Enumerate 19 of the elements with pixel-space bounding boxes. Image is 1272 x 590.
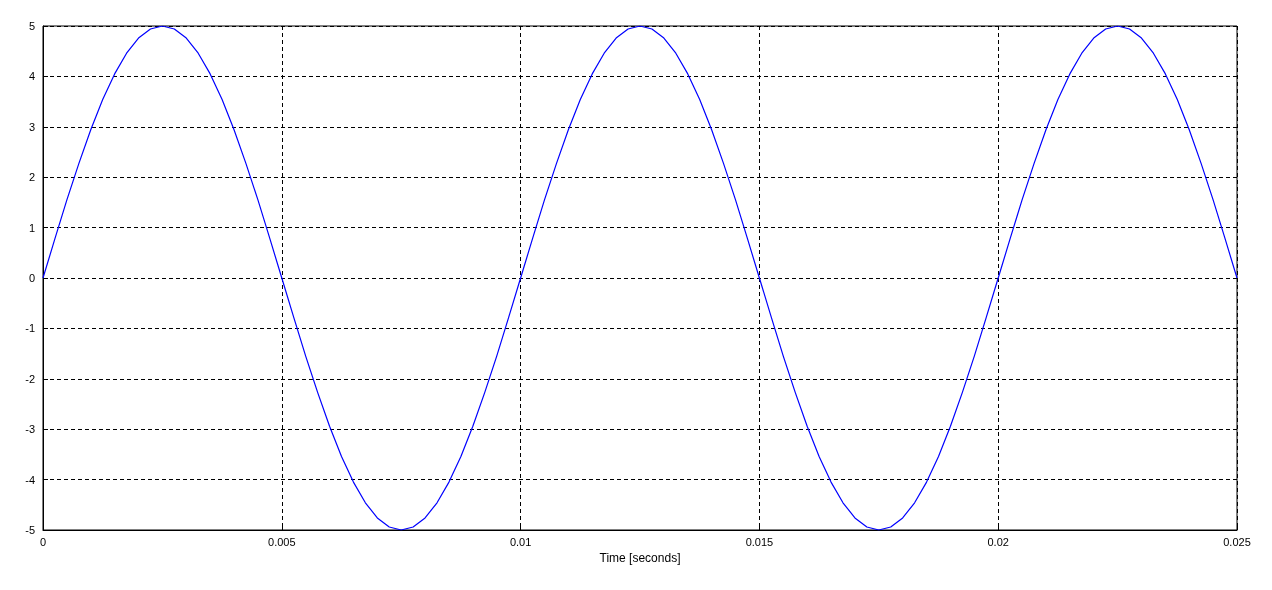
x-tick-label: 0.005 — [268, 535, 296, 548]
x-tick-label: 0.015 — [745, 535, 774, 548]
y-tick-label: -2 — [25, 372, 35, 385]
x-tick-label: 0.02 — [987, 535, 1009, 548]
x-tick-label: 0.01 — [509, 535, 532, 548]
y-tick-label: -4 — [25, 473, 35, 486]
y-tick-label: 4 — [28, 70, 35, 83]
y-tick-label: -3 — [25, 423, 35, 436]
y-tick-label: -1 — [25, 322, 35, 335]
x-tick-label: 0.025 — [1223, 535, 1251, 548]
y-tick-label: 3 — [28, 120, 35, 133]
y-tick-label: 2 — [28, 171, 35, 184]
y-tick-label: 5 — [28, 20, 35, 32]
y-tick-label: 0 — [28, 272, 35, 284]
y-tick-label: -5 — [25, 524, 35, 536]
x-axis-title: Time [seconds] — [599, 551, 681, 565]
x-tick-label: 0 — [39, 535, 47, 548]
line-series — [42, 25, 1238, 531]
y-tick-label: 1 — [28, 221, 35, 234]
